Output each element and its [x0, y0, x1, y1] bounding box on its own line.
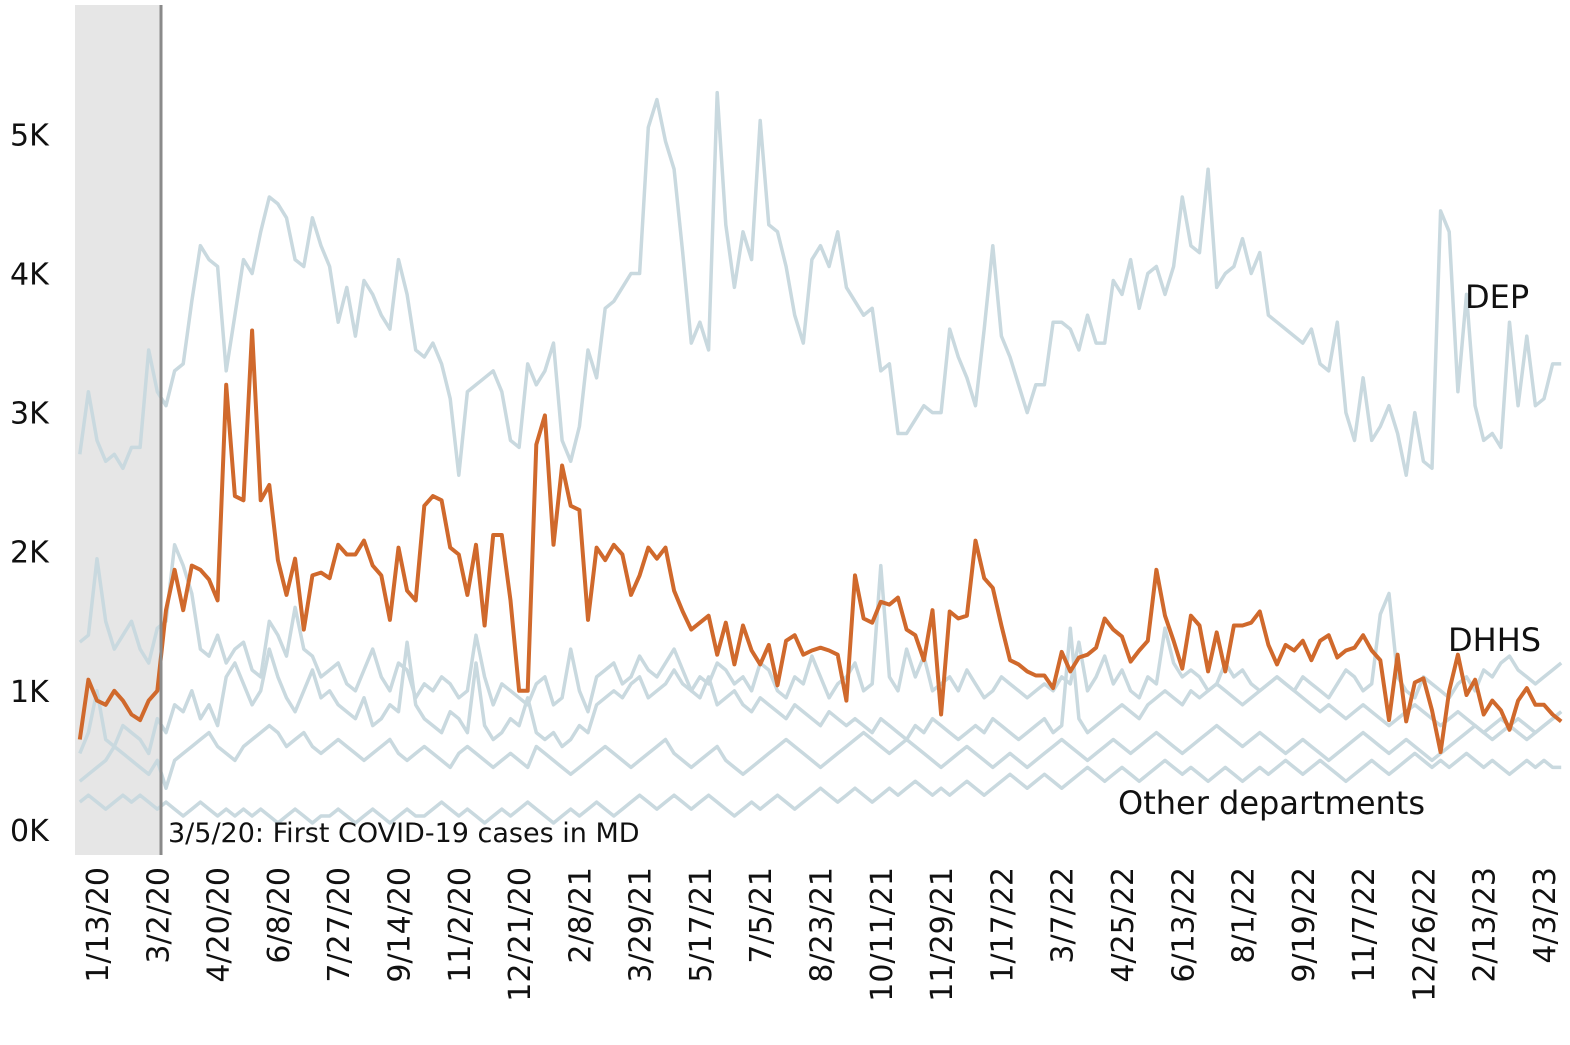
x-tick-label: 4/25/22 [1106, 867, 1141, 983]
x-tick-label: 8/1/22 [1227, 867, 1262, 964]
x-tick-label: 9/19/22 [1287, 867, 1322, 983]
x-tick-label: 11/29/21 [925, 867, 960, 1002]
y-tick-label: 4K [10, 257, 50, 292]
x-tick-label: 3/2/20 [141, 867, 176, 964]
x-tick-label: 7/5/21 [744, 867, 779, 964]
series-line [78, 626, 1563, 756]
y-tick-label: 1K [10, 675, 50, 710]
series-line [77, 328, 1563, 755]
dep-label: DEP [1465, 278, 1529, 316]
x-tick-label: 6/13/22 [1166, 867, 1201, 983]
x-tick-label: 1/13/20 [81, 867, 116, 983]
x-tick-label: 4/20/20 [202, 867, 237, 983]
x-tick-label: 1/17/22 [985, 867, 1020, 983]
x-tick-label: 2/8/21 [563, 867, 598, 964]
x-tick-label: 9/14/20 [382, 867, 417, 983]
x-tick-label: 11/2/20 [443, 867, 478, 983]
series-line [78, 751, 1562, 825]
x-tick-label: 8/23/21 [805, 867, 840, 983]
y-tick-label: 5K [10, 118, 50, 153]
x-tick-label: 3/7/22 [1046, 867, 1081, 964]
y-tick-label: 2K [10, 536, 50, 571]
pre-covid-shade [75, 5, 161, 855]
x-tick-label: 7/27/20 [322, 867, 357, 983]
x-tick-label: 6/8/20 [262, 867, 297, 964]
x-tick-label: 4/3/23 [1528, 867, 1563, 964]
series-line [78, 90, 1562, 477]
x-tick-label: 12/21/20 [503, 867, 538, 1002]
x-tick-label: 2/13/23 [1468, 867, 1503, 983]
lines [77, 90, 1563, 825]
x-tick-label: 12/26/22 [1407, 867, 1442, 1002]
event-annotation: 3/5/20: First COVID-19 cases in MD [168, 818, 640, 849]
other-label: Other departments [1118, 784, 1425, 822]
y-tick-label: 3K [10, 397, 50, 432]
series-line [78, 710, 1563, 790]
dhhs-label: DHHS [1448, 621, 1541, 659]
x-tick-label: 3/29/21 [624, 867, 659, 983]
series-line [78, 543, 1563, 714]
x-tick-label: 11/7/22 [1347, 867, 1382, 983]
y-tick-label: 0K [10, 814, 50, 849]
x-tick-label: 10/11/21 [865, 867, 900, 1002]
x-tick-label: 5/17/21 [684, 867, 719, 983]
